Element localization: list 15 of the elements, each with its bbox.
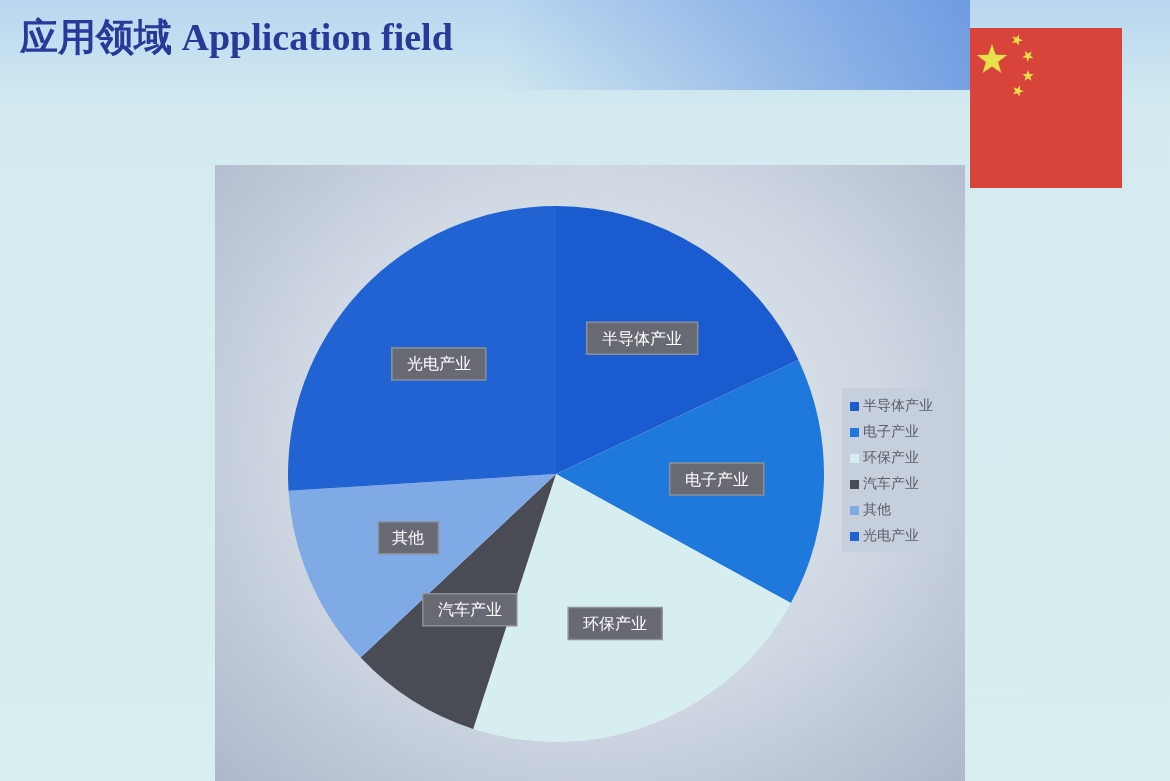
- legend-label: 汽车产业: [863, 475, 919, 491]
- slice-label: 半导体产业: [602, 328, 683, 348]
- chart-title: 应用领域 Application field: [20, 15, 453, 60]
- legend-label: 电子产业: [863, 423, 919, 439]
- legend-label: 半导体产业: [863, 397, 933, 413]
- legend-label: 光电产业: [863, 527, 919, 543]
- slice-label: 电子产业: [684, 469, 749, 489]
- slice-label: 汽车产业: [437, 600, 502, 620]
- pie-slice: [288, 474, 556, 658]
- slice-label: 环保产业: [583, 614, 648, 634]
- legend-label: 环保产业: [863, 449, 919, 465]
- slice-label: 光电产业: [406, 354, 471, 374]
- pie-slice: [556, 359, 824, 604]
- slice-label: 其他: [392, 528, 425, 548]
- legend-label: 其他: [863, 501, 891, 517]
